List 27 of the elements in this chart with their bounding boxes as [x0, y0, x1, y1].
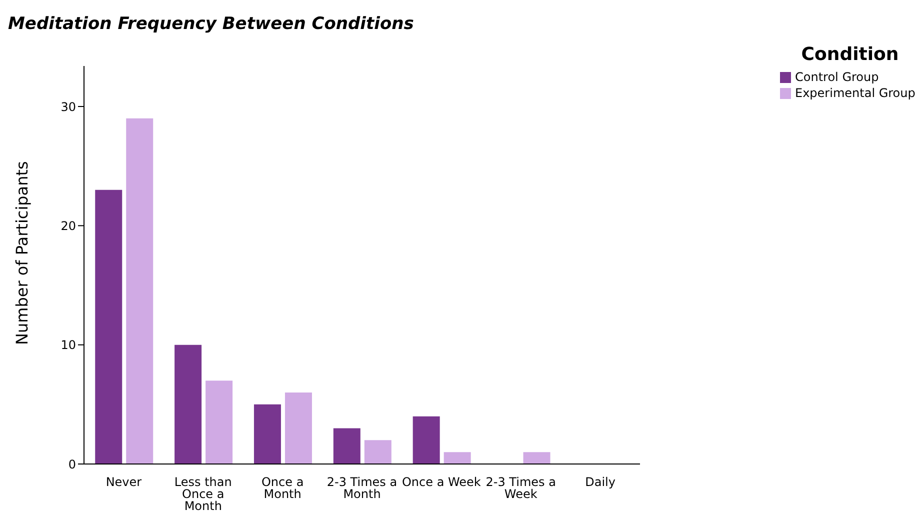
bar	[95, 190, 122, 464]
x-tick-label: Once a Month	[261, 475, 304, 501]
y-tick-label: 0	[68, 457, 76, 472]
y-axis-title: Number of Participants	[12, 161, 32, 345]
bar	[126, 118, 154, 464]
bar	[364, 440, 392, 464]
bar	[444, 452, 471, 464]
bar	[206, 380, 233, 464]
bar	[333, 428, 360, 464]
chart-title: Meditation Frequency Between Conditions	[8, 13, 415, 36]
y-tick-label: 20	[60, 218, 76, 233]
legend-label: Experimental Group	[794, 85, 916, 101]
bar	[412, 416, 440, 464]
bar	[174, 344, 202, 464]
y-tick-label: 30	[60, 100, 76, 114]
x-tick-label: Never	[106, 475, 142, 489]
x-tick-label: Less than Once a Month	[174, 475, 232, 513]
legend-title: Condition	[800, 44, 900, 65]
x-tick-label: 2-3 Times a Week	[486, 475, 556, 501]
x-tick-label: Once a Week	[402, 475, 481, 489]
x-tick-label: 2-3 Times a Month	[326, 475, 398, 501]
legend-label: Control Group	[794, 69, 880, 85]
y-tick-label: 10	[60, 338, 76, 352]
bar	[284, 392, 312, 464]
bar	[254, 404, 281, 464]
x-tick-label: Daily	[585, 475, 616, 489]
bar	[523, 452, 550, 464]
